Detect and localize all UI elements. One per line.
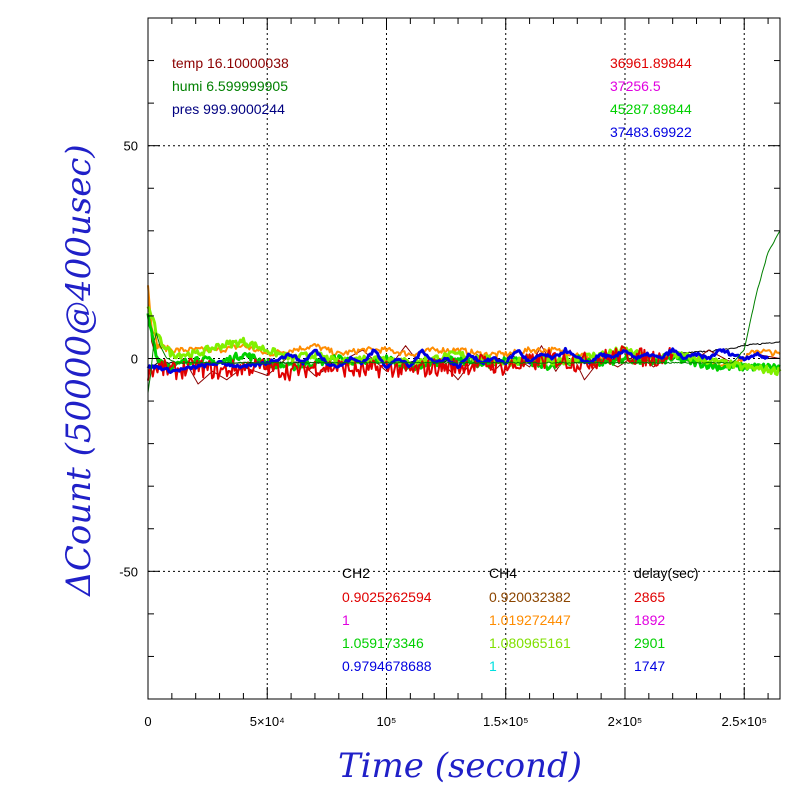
- x-tick-label: 5×10⁴: [250, 714, 285, 729]
- delay-value: 2901: [634, 635, 665, 651]
- delay-value: 1747: [634, 658, 665, 674]
- total-value: 37483.69922: [610, 124, 692, 140]
- env-readout: temp 16.10000038 humi 6.599999905 pres 9…: [172, 55, 289, 117]
- series-group: [146, 230, 782, 393]
- table-header-delay: delay(sec): [634, 565, 699, 581]
- table-header-ch4: CH4: [489, 565, 517, 581]
- x-tick-label: 1.5×10⁵: [483, 714, 529, 729]
- total-value: 36961.89844: [610, 55, 692, 71]
- x-tick-label: 2.5×10⁵: [721, 714, 767, 729]
- y-axis-label: ΔCount (50000@400usec): [59, 144, 99, 597]
- channel-totals: 36961.89844 37256.5 45287.89844 37483.69…: [610, 55, 692, 140]
- ch4-value: 1: [489, 658, 497, 674]
- ch4-value: 1.019272447: [489, 612, 571, 628]
- total-value: 45287.89844: [610, 101, 692, 117]
- x-tick-label: 2×10⁵: [608, 714, 643, 729]
- ch2-value: 1: [342, 612, 350, 628]
- total-value: 37256.5: [610, 78, 661, 94]
- ch4-value: 0.920032382: [489, 589, 571, 605]
- env-temp: temp 16.10000038: [172, 55, 289, 71]
- table-header-ch2: CH2: [342, 565, 370, 581]
- delay-value: 2865: [634, 589, 665, 605]
- x-tick-label: 0: [144, 714, 151, 729]
- x-tick-label: 10⁵: [377, 714, 397, 729]
- series-line: [146, 346, 770, 374]
- series-line: [147, 345, 674, 382]
- y-tick-label: 50: [124, 139, 138, 154]
- series-line: [147, 230, 781, 393]
- ch4-value: 1.080965161: [489, 635, 571, 651]
- ch2-value: 0.9025262594: [342, 589, 432, 605]
- ratio-table: CH2 CH4 delay(sec) 0.9025262594 0.920032…: [342, 565, 699, 674]
- tick-labels: 0 5×10⁴ 10⁵ 1.5×10⁵ 2×10⁵ 2.5×10⁵ 50 0 -50: [119, 139, 767, 729]
- delay-value: 1892: [634, 612, 665, 628]
- x-axis-label: Time (second): [338, 746, 582, 786]
- y-tick-label: 0: [131, 352, 138, 367]
- ch2-value: 1.059173346: [342, 635, 424, 651]
- env-humi: humi 6.599999905: [172, 78, 288, 94]
- y-tick-label: -50: [119, 564, 138, 579]
- ch2-value: 0.9794678688: [342, 658, 432, 674]
- env-pres: pres 999.9000244: [172, 101, 285, 117]
- series-line: [146, 305, 782, 376]
- tick-marks: [147, 17, 780, 700]
